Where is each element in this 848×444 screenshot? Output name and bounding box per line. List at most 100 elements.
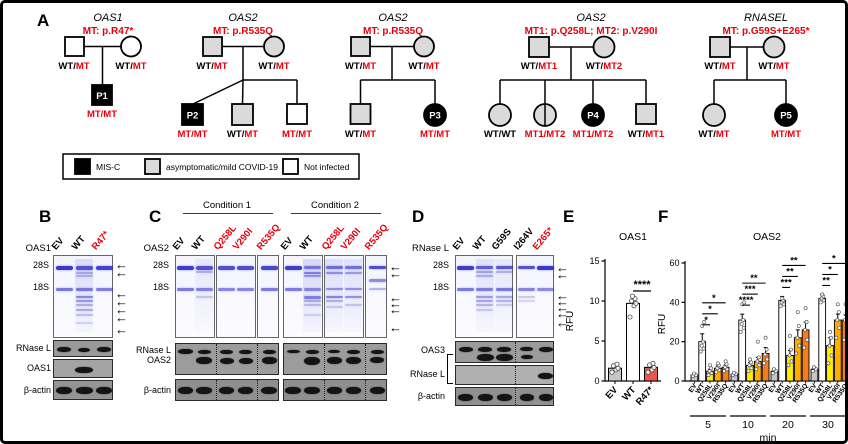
lane-label-wt: WT — [470, 233, 489, 253]
mother-circle — [263, 35, 285, 58]
rna-gel — [53, 255, 113, 338]
svg-text:*: * — [832, 253, 836, 264]
svg-text:**: ** — [786, 266, 794, 277]
father-genotype: WT/MT — [704, 61, 735, 72]
cleavage-arrow-icon: ← — [115, 294, 128, 309]
svg-text:EV: EV — [604, 384, 621, 401]
panel-e-label: E — [563, 207, 575, 226]
blot-label-oas2: OAS2 — [146, 355, 171, 365]
proband-p1-square — [91, 84, 113, 106]
western-blot — [53, 359, 113, 378]
family-5-mutation: MT: p.G59S+E265* — [723, 26, 810, 37]
family-3-mutation: MT: p.R535Q — [363, 26, 423, 37]
western-blot — [455, 387, 554, 406]
family-4-mutation: MT1: p.Q258L; MT2: p.V290I — [525, 26, 658, 37]
rna-gel — [365, 255, 387, 338]
sibling-genotype: WT/MT — [345, 129, 376, 140]
svg-text:EV: EV — [728, 382, 739, 394]
western-blot — [455, 365, 554, 385]
legend-misc-label: MIS-C — [96, 162, 120, 172]
cleavage-arrow-icon: ← — [556, 306, 569, 321]
blot-label-bactin: β-actin — [417, 391, 445, 401]
proband-p5-id: P5 — [780, 111, 792, 122]
condition-2-header: Condition 2 — [310, 200, 360, 211]
svg-text:*: * — [712, 293, 716, 304]
sibling-square — [231, 103, 254, 126]
blot-label-rnasel: RNase L — [135, 345, 171, 355]
cleavage-arrow-icon: ← — [115, 302, 128, 317]
svg-text:***: *** — [781, 277, 792, 288]
family-5-rnasel: RNASEL MT: p.G59S+E265* WT/MT WT/MT P5 W… — [698, 12, 809, 140]
p2-genotype: MT/MT — [177, 129, 207, 140]
svg-text:*: * — [704, 315, 708, 326]
cleavage-arrow-icon: ← — [389, 320, 402, 335]
svg-text:**: ** — [750, 273, 758, 284]
svg-text:****: **** — [739, 295, 754, 306]
lane-label-ev: EV — [278, 235, 296, 253]
marker-28s: 28S — [152, 260, 169, 270]
cleavage-arrow-icon: ← — [115, 265, 128, 280]
marker-18s: 18S — [152, 282, 169, 292]
marker-28s: 28S — [32, 260, 49, 270]
rna-gel — [216, 255, 256, 338]
proband-p5-circle — [774, 103, 798, 127]
svg-text:5: 5 — [705, 419, 711, 431]
family-3-gene: OAS2 — [378, 12, 407, 24]
rna-gel — [455, 255, 513, 338]
father-square — [202, 36, 223, 57]
proband-p1-id: P1 — [96, 91, 108, 102]
western-blot — [455, 341, 554, 363]
svg-text:*: * — [828, 264, 832, 275]
rna-gel — [283, 255, 323, 338]
lane-label-ev: EV — [49, 235, 67, 253]
panel-b-label: B — [39, 207, 52, 226]
rna-gel — [516, 255, 554, 338]
cleavage-arrow-icon: ← — [389, 290, 402, 305]
sibling-genotype: WT/MT — [227, 129, 258, 140]
father-genotype: WT/MT — [58, 61, 89, 72]
cleavage-arrow-icon: ← — [115, 322, 128, 337]
condition-1-header: Condition 1 — [202, 200, 252, 211]
lane-label-e265: E265* — [530, 225, 556, 253]
blot-label-rnasel: RNase L — [15, 343, 51, 353]
legend-notinfected-label: Not infected — [304, 162, 350, 172]
family-2-mutation: MT: p.R535Q — [213, 26, 273, 37]
svg-text:60: 60 — [669, 258, 679, 268]
svg-text:20: 20 — [669, 337, 679, 347]
lane-label-ev: EV — [170, 235, 188, 253]
marker-18s: 18S — [432, 282, 449, 292]
family-3-oas2: OAS2 MT: p.R535Q WT/MT WT/MT P3 WT/MT MT… — [345, 12, 450, 140]
lane-label-wt: WT — [69, 233, 88, 253]
western-blot — [53, 380, 113, 400]
proband-p4-circle — [581, 103, 605, 127]
svg-text:*: * — [708, 304, 712, 315]
sibling-genotype: WT/MT1 — [628, 129, 665, 140]
mother-circle — [413, 35, 435, 58]
lane-label-i264v: I264V — [511, 226, 537, 253]
cleavage-arrow-icon: ← — [556, 294, 569, 309]
lane-label-r47: R47* — [89, 229, 112, 253]
oas2-rfu-grouped-bar-chart: OAS20204060RFUEVWTQ258LV290IR535Q5***EVW… — [657, 231, 845, 441]
svg-text:30: 30 — [822, 419, 834, 431]
lane-label-r535q: R535Q — [362, 222, 391, 253]
proband-p4-id: P4 — [587, 111, 599, 122]
svg-text:20: 20 — [782, 419, 794, 431]
p3-genotype: MT/MT — [420, 129, 450, 140]
legend-notinfected-swatch — [282, 158, 299, 175]
proband-p3-id: P3 — [429, 111, 441, 122]
legend-asymptomatic-label: asymptomatic/mild COVID-19 — [166, 162, 278, 172]
sibling-genotype: WT/MT — [698, 129, 729, 140]
svg-text:***: *** — [744, 284, 755, 295]
legend-misc-swatch — [74, 158, 91, 175]
legend-box — [62, 153, 360, 180]
proband-p2-id: P2 — [187, 111, 199, 122]
sibling-genotype: MT1/MT2 — [525, 129, 566, 140]
mother-genotype: WT/MT — [758, 61, 789, 72]
svg-text:40: 40 — [669, 297, 679, 307]
svg-text:0: 0 — [594, 376, 599, 386]
p4-genotype: MT1/MT2 — [573, 129, 614, 140]
family-4-oas2: OAS2 MT1: p.Q258L; MT2: p.V290I WT/MT1 W… — [484, 12, 665, 140]
svg-text:RFU: RFU — [565, 311, 576, 332]
